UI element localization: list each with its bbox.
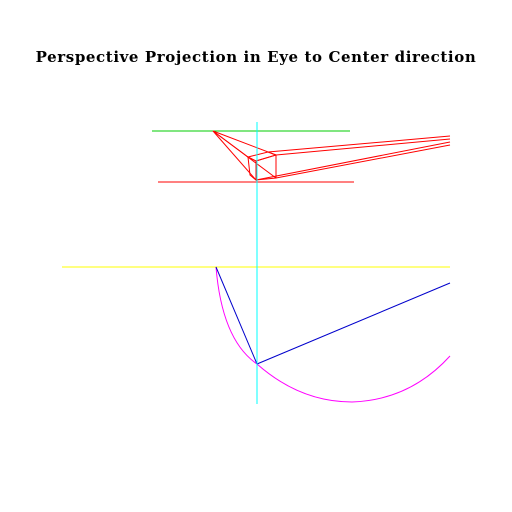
view-arc [215, 266, 451, 403]
projection-rays [212, 130, 451, 182]
eye-to-center-line [256, 282, 451, 365]
eye-to-point-line [215, 266, 258, 365]
diagram-title: Perspective Projection in Eye to Center … [35, 48, 477, 66]
